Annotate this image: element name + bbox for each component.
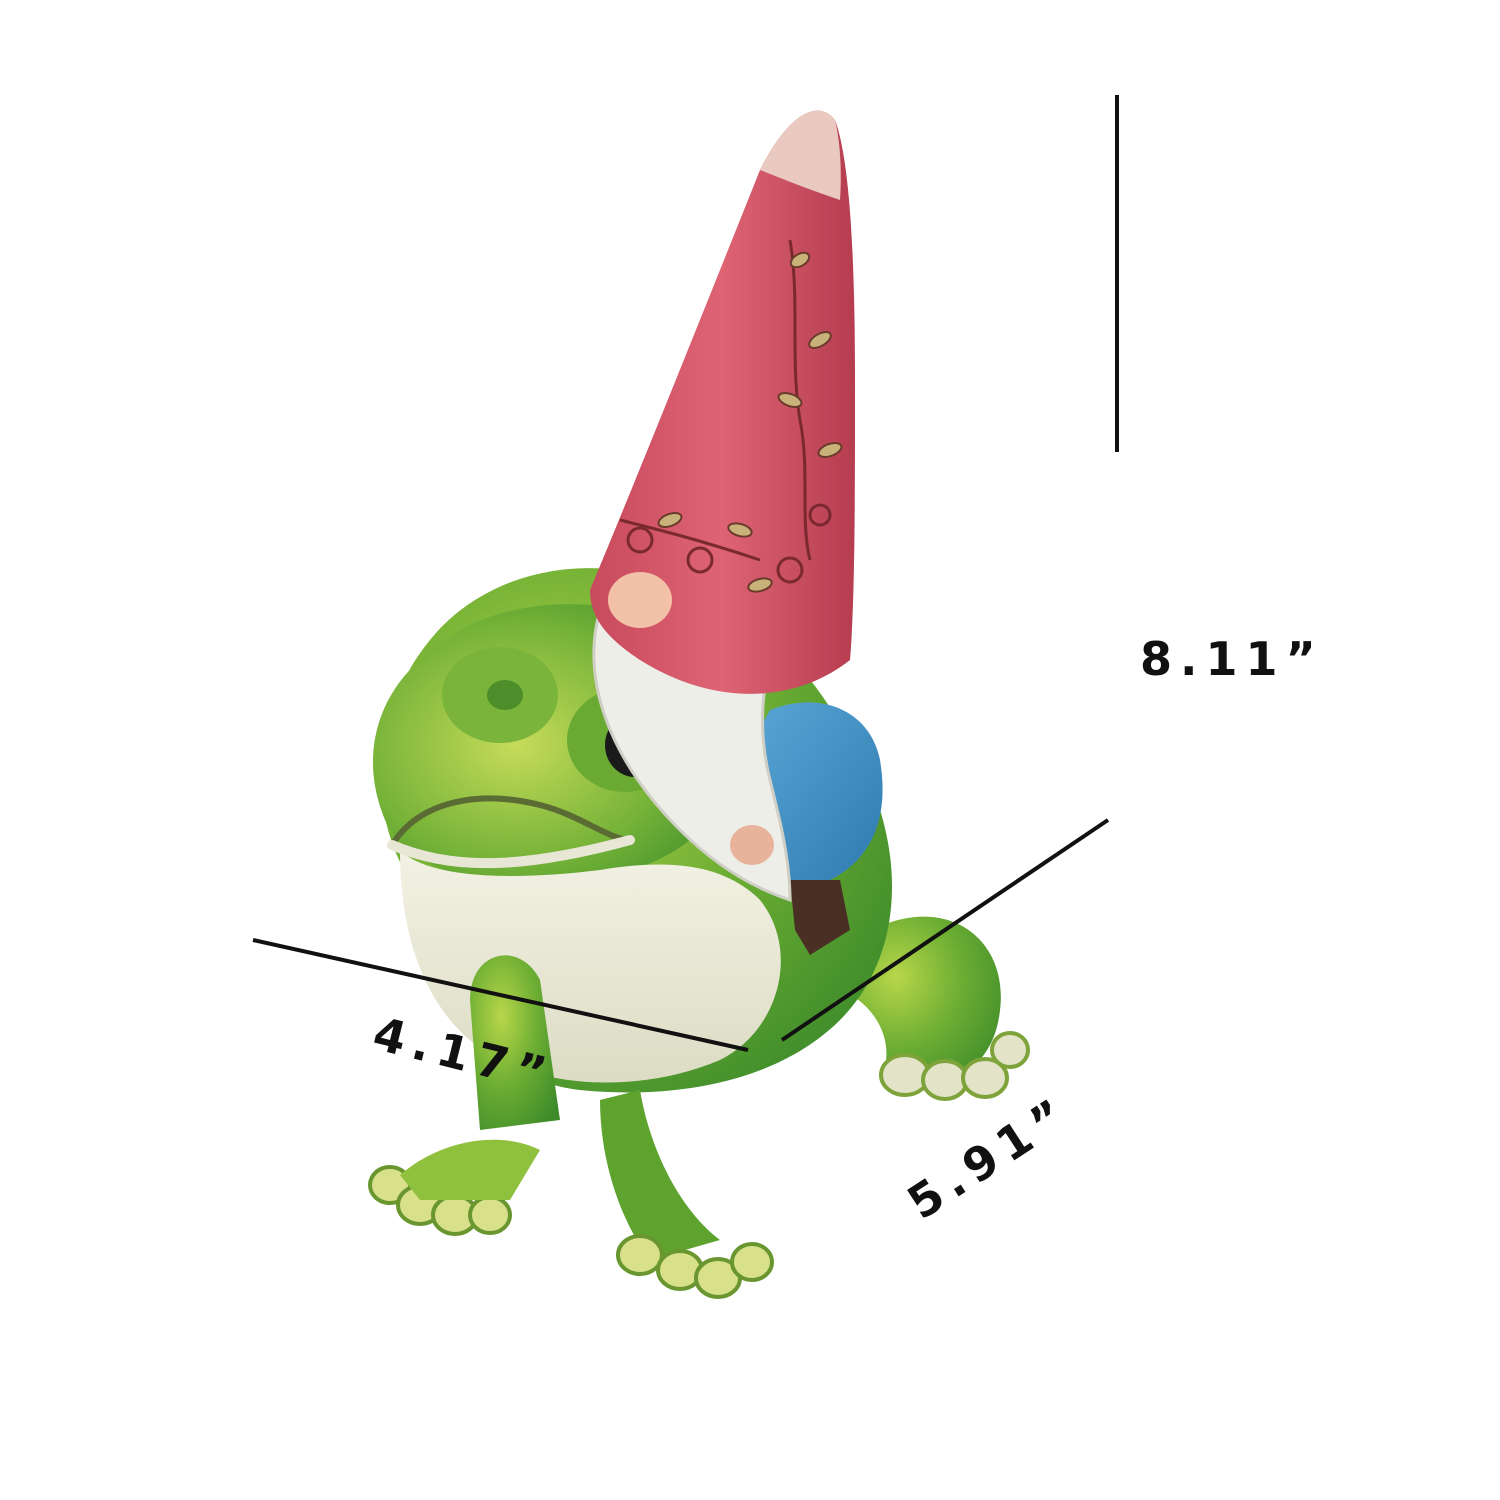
frog-front-leg-left [470, 955, 560, 1130]
gnome-hat [590, 110, 855, 694]
hat-leaves [657, 251, 843, 593]
depth-dimension-line [780, 818, 1110, 1042]
height-label: 8.11” [1140, 632, 1324, 686]
gnome-nose [608, 572, 672, 628]
frog-mouth [389, 795, 633, 848]
frog-back-leg [840, 916, 1001, 1090]
frog-rear-foot [879, 1031, 1030, 1101]
width-dimension-line [252, 938, 749, 1052]
hat-floral-pattern [619, 239, 832, 584]
frog-front-foot-right [616, 1234, 774, 1299]
gnome-boot [790, 880, 850, 955]
frog-front-foot-left [368, 1165, 512, 1236]
gnome-hand [730, 825, 774, 865]
frog-front-leg-right [600, 1090, 720, 1260]
